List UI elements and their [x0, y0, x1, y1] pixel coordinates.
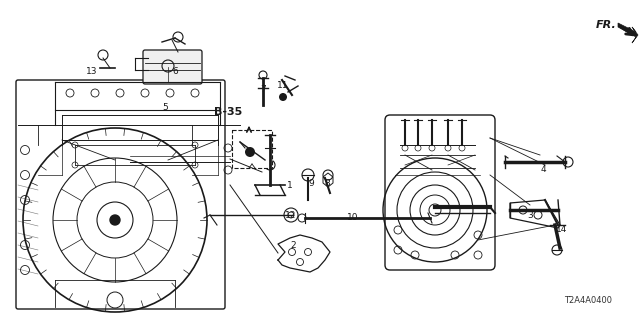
- Text: 6: 6: [172, 68, 178, 76]
- Text: 10: 10: [348, 213, 359, 222]
- Text: 3: 3: [527, 211, 533, 220]
- FancyBboxPatch shape: [143, 50, 202, 84]
- Text: 4: 4: [540, 165, 546, 174]
- Text: FR.: FR.: [596, 20, 617, 30]
- FancyBboxPatch shape: [16, 80, 225, 309]
- Circle shape: [245, 147, 255, 157]
- FancyBboxPatch shape: [385, 115, 495, 270]
- Text: 1: 1: [287, 180, 293, 189]
- Text: B-35: B-35: [214, 107, 242, 117]
- Circle shape: [110, 215, 120, 225]
- Text: 12: 12: [285, 211, 297, 220]
- Text: 9: 9: [308, 179, 314, 188]
- FancyArrowPatch shape: [620, 27, 633, 35]
- FancyBboxPatch shape: [232, 130, 272, 168]
- Text: 11: 11: [277, 81, 289, 90]
- Circle shape: [279, 93, 287, 101]
- Text: 5: 5: [162, 103, 168, 113]
- Text: T2A4A0400: T2A4A0400: [564, 296, 612, 305]
- Polygon shape: [618, 23, 638, 43]
- Text: 14: 14: [556, 226, 568, 235]
- Text: 13: 13: [86, 68, 98, 76]
- Text: 2: 2: [290, 241, 296, 250]
- Text: 7: 7: [260, 85, 266, 94]
- Text: 8: 8: [324, 179, 330, 188]
